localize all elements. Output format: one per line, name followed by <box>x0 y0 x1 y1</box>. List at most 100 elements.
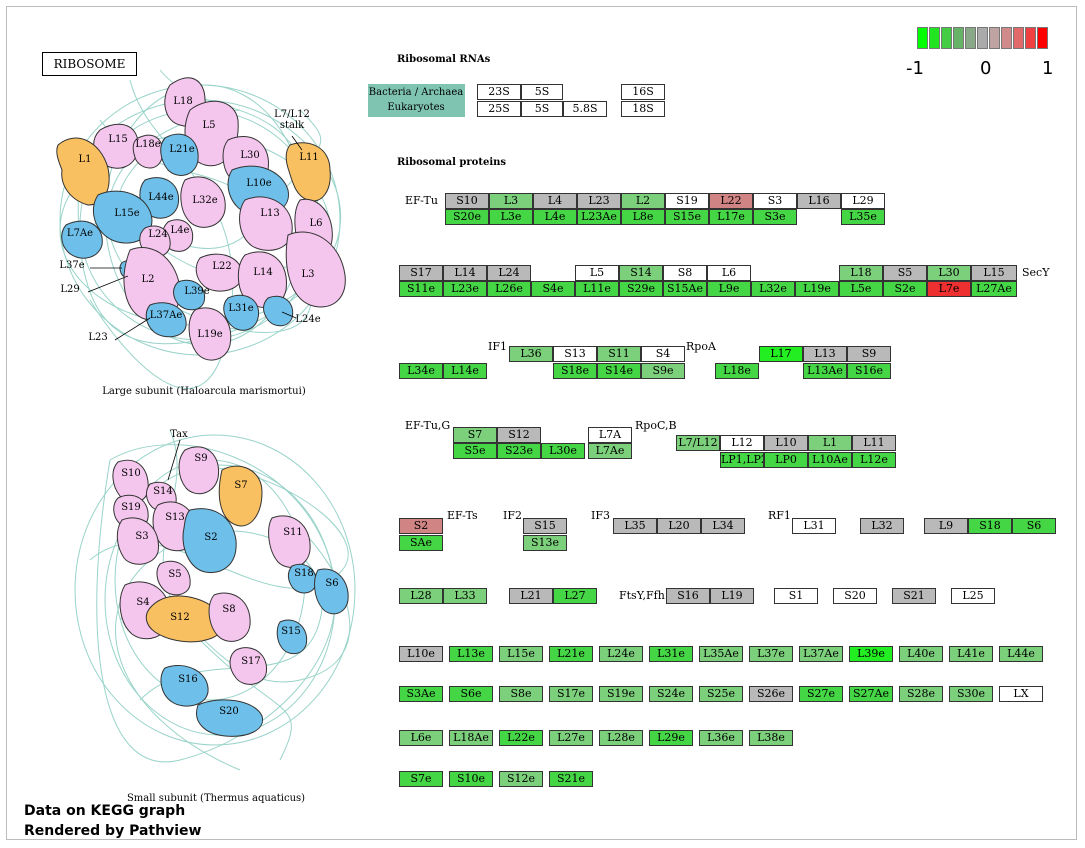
protein-gene-box[interactable]: L17e <box>709 209 753 225</box>
protein-gene-box[interactable]: L4e <box>533 209 577 225</box>
protein-gene-box[interactable]: S5e <box>453 443 497 459</box>
protein-gene-box[interactable]: L35 <box>613 518 657 534</box>
protein-gene-box[interactable]: S5 <box>883 265 927 281</box>
protein-gene-box[interactable]: L28e <box>599 730 643 746</box>
protein-gene-box[interactable]: LX <box>999 686 1043 702</box>
protein-gene-box[interactable]: L19 <box>710 588 754 604</box>
protein-gene-box[interactable]: S7e <box>399 771 443 787</box>
protein-gene-box[interactable]: S20 <box>833 588 877 604</box>
protein-gene-box[interactable]: S12 <box>497 427 541 443</box>
protein-gene-box[interactable]: L32e <box>751 281 795 297</box>
protein-gene-box[interactable]: L7A <box>588 427 632 443</box>
rrna-gene-box[interactable]: 5S <box>521 84 563 100</box>
protein-gene-box[interactable]: S9e <box>641 363 685 379</box>
protein-gene-box[interactable]: S13 <box>553 346 597 362</box>
protein-gene-box[interactable]: L13Ae <box>803 363 847 379</box>
protein-gene-box[interactable]: L10 <box>764 435 808 451</box>
protein-gene-box[interactable]: L37e <box>749 646 793 662</box>
protein-gene-box[interactable]: L36 <box>509 346 553 362</box>
protein-gene-box[interactable]: S25e <box>699 686 743 702</box>
protein-gene-box[interactable]: S21e <box>549 771 593 787</box>
protein-gene-box[interactable]: L7e <box>927 281 971 297</box>
protein-gene-box[interactable]: L21 <box>509 588 553 604</box>
protein-gene-box[interactable]: L12e <box>852 452 896 468</box>
protein-gene-box[interactable]: L5 <box>575 265 619 281</box>
protein-gene-box[interactable]: L37Ae <box>799 646 843 662</box>
protein-gene-box[interactable]: L34 <box>701 518 745 534</box>
protein-gene-box[interactable]: S11 <box>597 346 641 362</box>
protein-gene-box[interactable]: LP1,LP2 <box>720 452 764 468</box>
protein-gene-box[interactable]: S1 <box>774 588 818 604</box>
protein-gene-box[interactable]: L22e <box>499 730 543 746</box>
protein-gene-box[interactable]: S6 <box>1012 518 1056 534</box>
protein-gene-box[interactable]: S18e <box>553 363 597 379</box>
protein-gene-box[interactable]: L7/L12 <box>676 435 720 451</box>
protein-gene-box[interactable]: S14 <box>619 265 663 281</box>
protein-gene-box[interactable]: S29e <box>619 281 663 297</box>
protein-gene-box[interactable]: L3e <box>489 209 533 225</box>
rrna-gene-box[interactable]: 16S <box>621 84 665 100</box>
protein-gene-box[interactable]: S8e <box>499 686 543 702</box>
protein-gene-box[interactable]: S2e <box>883 281 927 297</box>
protein-gene-box[interactable]: S26e <box>749 686 793 702</box>
protein-gene-box[interactable]: L32 <box>860 518 904 534</box>
protein-gene-box[interactable]: L16 <box>797 193 841 209</box>
protein-gene-box[interactable]: L41e <box>949 646 993 662</box>
protein-gene-box[interactable]: S15Ae <box>663 281 707 297</box>
protein-gene-box[interactable]: S28e <box>899 686 943 702</box>
protein-gene-box[interactable]: S6e <box>449 686 493 702</box>
rrna-gene-box[interactable]: 5S <box>521 101 563 117</box>
protein-gene-box[interactable]: L27e <box>549 730 593 746</box>
protein-gene-box[interactable]: L14e <box>443 363 487 379</box>
protein-gene-box[interactable]: S15 <box>523 518 567 534</box>
protein-gene-box[interactable]: S12e <box>499 771 543 787</box>
protein-gene-box[interactable]: S3e <box>753 209 797 225</box>
protein-gene-box[interactable]: S27Ae <box>849 686 893 702</box>
protein-gene-box[interactable]: S16e <box>847 363 891 379</box>
protein-gene-box[interactable]: S4e <box>531 281 575 297</box>
protein-gene-box[interactable]: S27e <box>799 686 843 702</box>
protein-gene-box[interactable]: L18Ae <box>449 730 493 746</box>
rrna-gene-box[interactable]: 18S <box>621 101 665 117</box>
protein-gene-box[interactable]: LP0 <box>764 452 808 468</box>
protein-gene-box[interactable]: L3 <box>489 193 533 209</box>
protein-gene-box[interactable]: S8 <box>663 265 707 281</box>
protein-gene-box[interactable]: L11 <box>852 435 896 451</box>
protein-gene-box[interactable]: L23Ae <box>577 209 621 225</box>
protein-gene-box[interactable]: S17e <box>549 686 593 702</box>
protein-gene-box[interactable]: L30 <box>927 265 971 281</box>
protein-gene-box[interactable]: S9 <box>847 346 891 362</box>
protein-gene-box[interactable]: L26e <box>487 281 531 297</box>
protein-gene-box[interactable]: S23e <box>497 443 541 459</box>
protein-gene-box[interactable]: L31e <box>649 646 693 662</box>
protein-gene-box[interactable]: L29e <box>649 730 693 746</box>
protein-gene-box[interactable]: L11e <box>575 281 619 297</box>
protein-gene-box[interactable]: L15e <box>499 646 543 662</box>
protein-gene-box[interactable]: S7 <box>453 427 497 443</box>
protein-gene-box[interactable]: L24e <box>599 646 643 662</box>
protein-gene-box[interactable]: S18 <box>968 518 1012 534</box>
protein-gene-box[interactable]: L31 <box>792 518 836 534</box>
protein-gene-box[interactable]: L40e <box>899 646 943 662</box>
protein-gene-box[interactable]: L44e <box>999 646 1043 662</box>
protein-gene-box[interactable]: L8e <box>621 209 665 225</box>
protein-gene-box[interactable]: S3 <box>753 193 797 209</box>
rrna-gene-box[interactable]: 25S <box>477 101 521 117</box>
protein-gene-box[interactable]: L19e <box>795 281 839 297</box>
protein-gene-box[interactable]: L34e <box>399 363 443 379</box>
protein-gene-box[interactable]: L18e <box>715 363 759 379</box>
protein-gene-box[interactable]: L20 <box>657 518 701 534</box>
protein-gene-box[interactable]: L1 <box>808 435 852 451</box>
protein-gene-box[interactable]: S21 <box>892 588 936 604</box>
protein-gene-box[interactable]: L29 <box>841 193 885 209</box>
protein-gene-box[interactable]: S10e <box>449 771 493 787</box>
protein-gene-box[interactable]: S20e <box>445 209 489 225</box>
protein-gene-box[interactable]: L25 <box>951 588 995 604</box>
protein-gene-box[interactable]: L9e <box>707 281 751 297</box>
protein-gene-box[interactable]: L15 <box>971 265 1017 281</box>
protein-gene-box[interactable]: L30e <box>541 443 585 459</box>
protein-gene-box[interactable]: L12 <box>720 435 764 451</box>
protein-gene-box[interactable]: L28 <box>399 588 443 604</box>
protein-gene-box[interactable]: L38e <box>749 730 793 746</box>
protein-gene-box[interactable]: S14e <box>597 363 641 379</box>
